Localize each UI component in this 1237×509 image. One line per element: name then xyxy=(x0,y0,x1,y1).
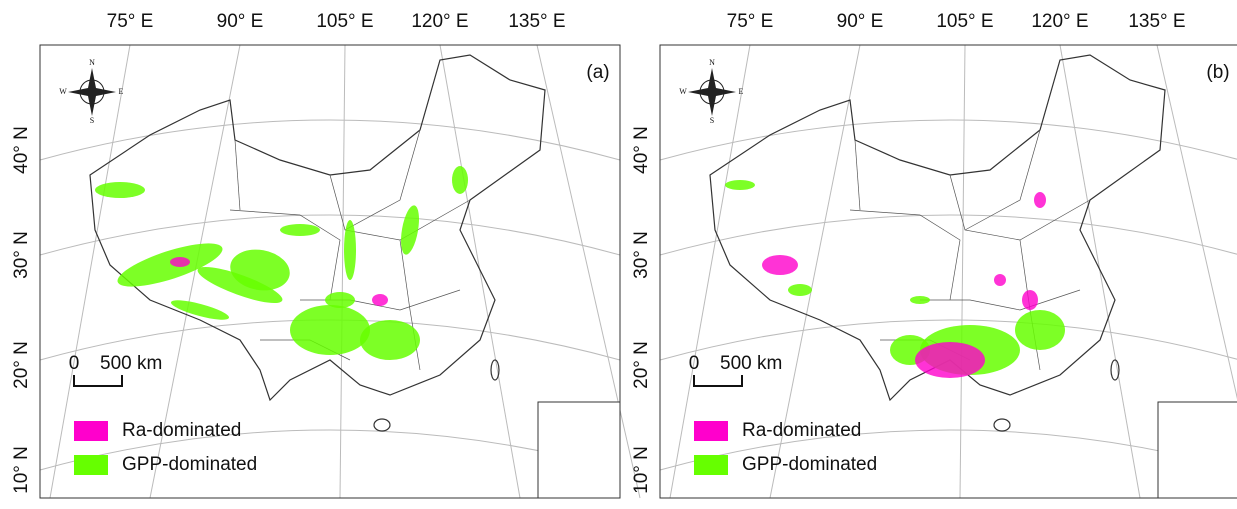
gpp-area xyxy=(344,220,356,280)
gpp-area xyxy=(910,296,930,304)
latitude-label: 10° N xyxy=(11,446,32,494)
inset-frame xyxy=(538,402,620,498)
ra-area xyxy=(1022,290,1038,310)
longitude-label: 75° E xyxy=(107,11,154,32)
scale-bar xyxy=(694,375,742,386)
compass-n: N xyxy=(89,58,95,67)
compass-e: E xyxy=(739,87,744,96)
latitude-label: 20° N xyxy=(631,341,652,389)
compass-s: S xyxy=(90,116,94,125)
longitude-label: 120° E xyxy=(1031,11,1088,32)
latitude-label: 40° N xyxy=(11,126,32,174)
longitude-label: 75° E xyxy=(727,11,774,32)
hainan xyxy=(994,419,1010,431)
province-border xyxy=(850,210,960,300)
legend-swatch xyxy=(694,455,728,475)
latitude-label: 30° N xyxy=(631,231,652,279)
parallel xyxy=(40,215,620,255)
province-border xyxy=(855,140,860,210)
hainan xyxy=(374,419,390,431)
gpp-area xyxy=(1015,310,1065,350)
latitude-label: 10° N xyxy=(631,446,652,494)
legend-swatch xyxy=(74,455,108,475)
gpp-area xyxy=(788,284,812,296)
latitude-label: 20° N xyxy=(11,341,32,389)
gpp-area xyxy=(280,224,320,236)
meridian xyxy=(440,45,520,498)
compass-s: S xyxy=(710,116,714,125)
ra-area xyxy=(1034,192,1046,208)
longitude-label: 105° E xyxy=(936,11,993,32)
compass-n: N xyxy=(709,58,715,67)
province-border xyxy=(235,140,240,210)
compass-rose xyxy=(688,68,736,116)
legend-label: GPP-dominated xyxy=(122,454,257,475)
panel-label: (a) xyxy=(586,62,609,83)
longitude-label: 120° E xyxy=(411,11,468,32)
map-panel: 75° E 90° E 105° E 120° E 135° E 40° N 30° N 20… xyxy=(631,11,1237,498)
latitude-label: 40° N xyxy=(631,126,652,174)
ra-area xyxy=(915,342,985,378)
gpp-area xyxy=(725,180,755,190)
meridian xyxy=(1060,45,1140,498)
longitude-label: 105° E xyxy=(316,11,373,32)
parallel xyxy=(660,215,1237,255)
compass-rose xyxy=(68,68,116,116)
legend-swatch xyxy=(74,421,108,441)
inset-frame xyxy=(1158,402,1237,498)
scale-end: 500 km xyxy=(720,353,782,374)
parallel xyxy=(660,120,1237,160)
longitude-label: 90° E xyxy=(837,11,884,32)
compass-e: E xyxy=(119,87,124,96)
scale-start: 0 xyxy=(689,353,700,374)
longitude-label: 90° E xyxy=(217,11,264,32)
legend-swatch xyxy=(694,421,728,441)
latitude-label: 30° N xyxy=(11,231,32,279)
legend-label: Ra-dominated xyxy=(122,420,241,441)
figure: 75° E 90° E 105° E 120° E 135° E 40° N 30° N 20… xyxy=(0,0,1237,509)
panel-label: (b) xyxy=(1206,62,1229,83)
province-border xyxy=(920,290,1080,310)
gpp-area xyxy=(360,320,420,360)
scale-end: 500 km xyxy=(100,353,162,374)
ra-area xyxy=(994,274,1006,286)
compass-w: W xyxy=(679,87,687,96)
gpp-area xyxy=(95,182,145,198)
legend-label: GPP-dominated xyxy=(742,454,877,475)
parallel xyxy=(40,120,620,160)
ra-area xyxy=(372,294,388,306)
ra-area xyxy=(170,257,190,267)
gpp-area xyxy=(452,166,468,194)
compass-w: W xyxy=(59,87,67,96)
scale-bar xyxy=(74,375,122,386)
longitude-label: 135° E xyxy=(1128,11,1185,32)
scale-start: 0 xyxy=(69,353,80,374)
gpp-area xyxy=(325,292,355,308)
map-panel: 75° E 90° E 105° E 120° E 135° E 40° N 30° N 20… xyxy=(11,11,640,498)
province-border xyxy=(950,175,1090,240)
gpp-area xyxy=(113,235,226,296)
gpp-area xyxy=(290,305,370,355)
ra-area xyxy=(762,255,798,275)
legend-label: Ra-dominated xyxy=(742,420,861,441)
longitude-label: 135° E xyxy=(508,11,565,32)
